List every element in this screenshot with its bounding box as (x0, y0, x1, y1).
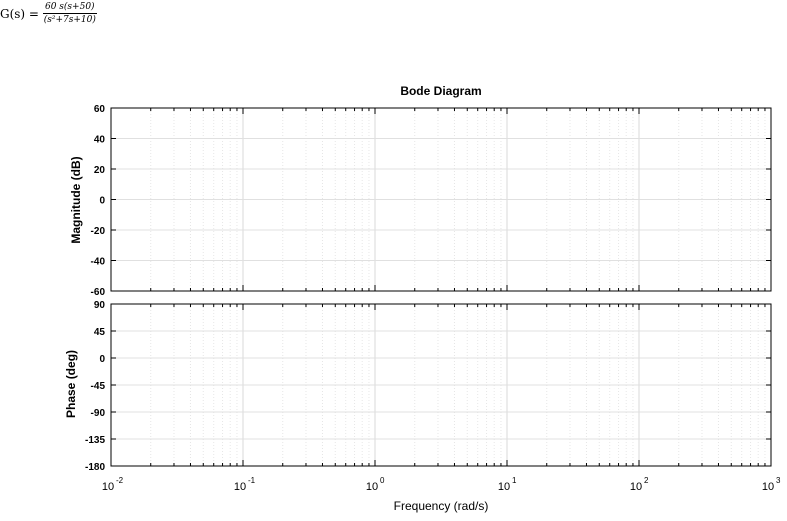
magnitude-axis-label: Magnitude (dB) (69, 156, 83, 243)
magnitude-ytick-label: 20 (94, 165, 106, 176)
magnitude-ytick-label: 0 (99, 196, 105, 207)
phase-ytick-label: 45 (94, 327, 106, 338)
formula-fraction: 60 s(s+50) (s²+7s+10) (42, 2, 97, 25)
phase-axes-frame (110, 303, 772, 467)
tick-exponent: -1 (248, 476, 256, 485)
tick-base: 10 (366, 481, 378, 493)
magnitude-ytick-label: -40 (91, 257, 106, 268)
tick-exponent: 2 (644, 476, 649, 485)
magnitude-ytick-label: 40 (94, 135, 106, 146)
frequency-tick-label: 10-2 (102, 476, 124, 493)
frequency-axis-label: Frequency (rad/s) (394, 499, 489, 513)
magnitude-ytick-label: -60 (91, 287, 106, 298)
phase-panel: 90 45 0 -45 -90 -135 -180 (85, 300, 772, 473)
chart-title: Bode Diagram (400, 84, 481, 98)
phase-ytick-label: -135 (85, 435, 105, 446)
frequency-tick-label: 100 (366, 476, 385, 493)
tick-exponent: 3 (776, 476, 781, 485)
phase-axis-label: Phase (deg) (64, 350, 78, 418)
phase-ytick-label: -180 (85, 462, 105, 473)
phase-ytick-label: 90 (94, 300, 106, 311)
tick-exponent: 0 (380, 476, 385, 485)
phase-ytick-label: -45 (91, 381, 106, 392)
formula-lhs: G(s) = (0, 6, 39, 21)
tick-exponent: 1 (512, 476, 517, 485)
magnitude-panel: 60 40 20 0 -20 -40 -60 (91, 104, 772, 298)
tick-base: 10 (498, 481, 510, 493)
transfer-function-formula: G(s) = 60 s(s+50) (s²+7s+10) (0, 2, 97, 25)
magnitude-axes-frame (110, 107, 772, 292)
tick-base: 10 (762, 481, 774, 493)
frequency-tick-label: 101 (498, 476, 517, 493)
magnitude-ytick-label: -20 (91, 226, 106, 237)
tick-exponent: -2 (116, 476, 124, 485)
frequency-tick-label: 10-1 (234, 476, 256, 493)
tick-base: 10 (630, 481, 642, 493)
magnitude-ytick-label: 60 (94, 104, 106, 115)
formula-numerator: 60 s(s+50) (42, 2, 97, 14)
formula-denominator: (s²+7s+10) (43, 15, 96, 25)
tick-base: 10 (234, 481, 246, 493)
frequency-tick-label: 103 (762, 476, 781, 493)
phase-ytick-label: -90 (91, 408, 106, 419)
tick-base: 10 (102, 481, 114, 493)
frequency-tick-label: 102 (630, 476, 649, 493)
phase-ytick-label: 0 (99, 354, 105, 365)
